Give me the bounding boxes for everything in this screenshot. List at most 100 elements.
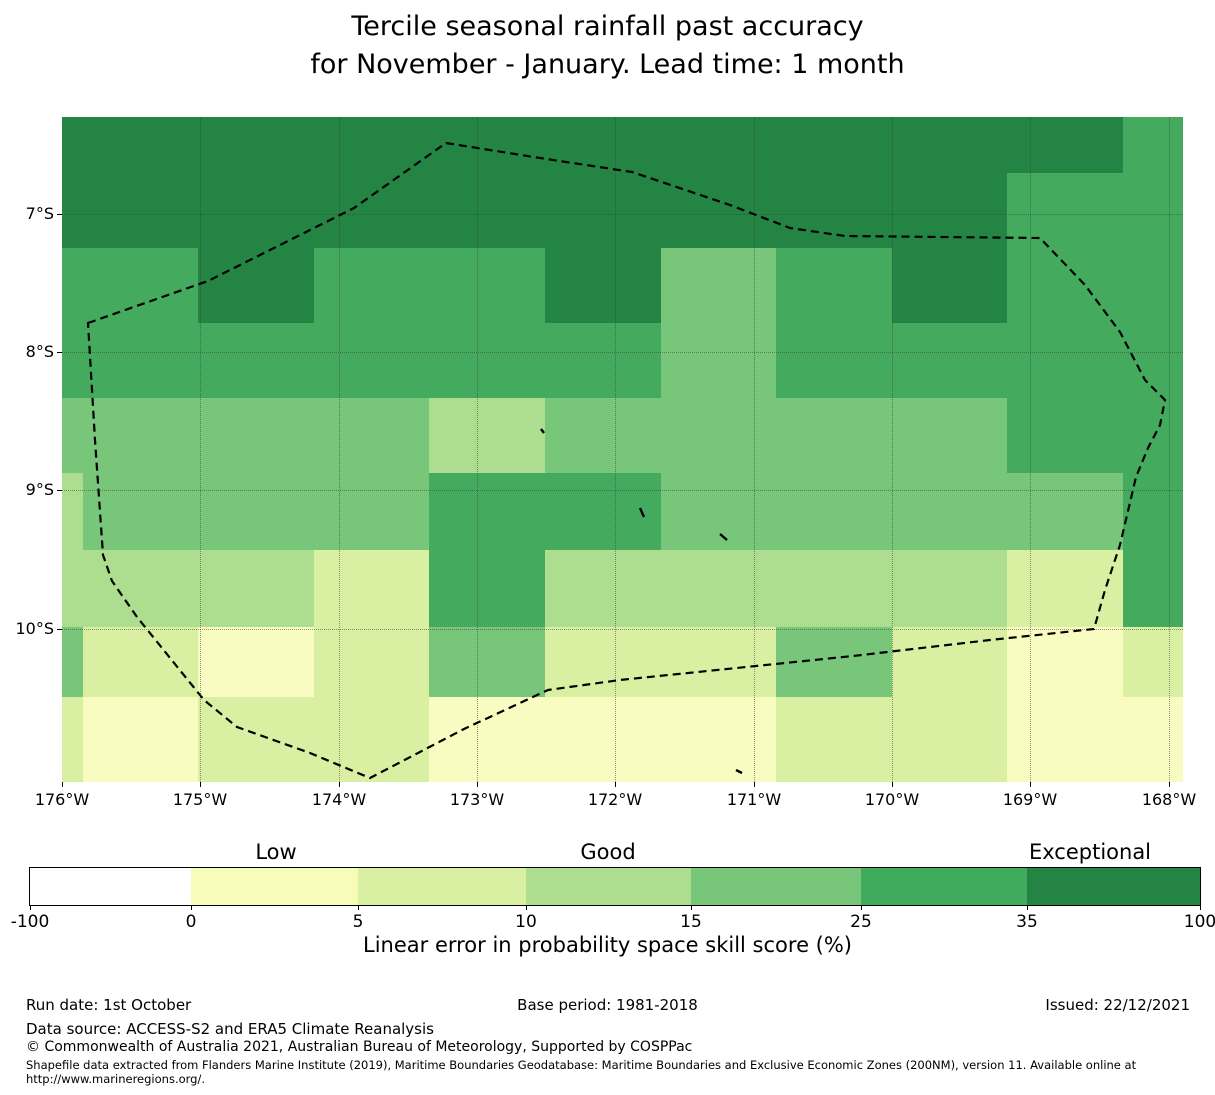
heatmap-cell [1007,473,1123,550]
colorbar-tick-label: 10 [515,912,537,932]
x-tick-mark [892,782,893,787]
y-tick-label: 7°S [25,204,54,223]
y-tick-mark [57,214,62,215]
heatmap-cell [892,323,1007,398]
x-tick-mark [1169,782,1170,787]
heatmap-cell [198,173,314,248]
x-tick-mark [339,782,340,787]
heatmap-cell [83,248,198,323]
y-tick-label: 8°S [25,342,54,361]
heatmap-cell [62,473,83,550]
y-tick-label: 10°S [15,619,54,638]
heatmap-cell [429,117,545,173]
heatmap-cell [1123,398,1183,473]
heatmap-cell [83,398,198,473]
chart-title-line1: Tercile seasonal rainfall past accuracy [351,11,864,42]
colorbar-tick-mark [30,905,31,910]
copyright-label: © Commonwealth of Australia 2021, Austra… [26,1039,693,1055]
latitude-gridline [62,490,1183,491]
heatmap-cell [314,323,429,398]
latitude-gridline [62,352,1183,353]
data-source-label: Data source: ACCESS-S2 and ERA5 Climate … [26,1020,434,1038]
base-period-label: Base period: 1981-2018 [517,996,698,1014]
issued-date-label: Issued: 22/12/2021 [1045,996,1190,1014]
y-tick-mark [57,629,62,630]
colorbar-segments [29,867,1201,906]
heatmap-cell [198,473,314,550]
heatmap-cell [314,627,429,697]
skill-score-map [62,117,1183,782]
colorbar-tick-mark [191,905,192,910]
x-tick-mark [754,782,755,787]
colorbar-tick-mark [526,905,527,910]
heatmap-cell [892,248,1007,323]
x-tick-label: 171°W [726,790,782,809]
colorbar-tick-label: 15 [680,912,702,932]
heatmap-cell [198,627,314,697]
heatmap-cell [545,323,661,398]
colorbar-tick-mark [1200,905,1201,910]
heatmap-cell [776,248,892,323]
heatmap-cell [1007,248,1123,323]
heatmap-cell [198,550,314,627]
heatmap-cell [776,550,892,627]
x-tick-label: 176°W [34,790,90,809]
colorbar-zone-label: Good [580,840,636,864]
colorbar-tick-label: 35 [1016,912,1038,932]
heatmap-cell [198,248,314,323]
longitude-gridline [200,117,201,782]
heatmap-cell [198,117,314,173]
heatmap-cell [83,323,198,398]
longitude-gridline [754,117,755,782]
heatmap-cell [1123,323,1183,398]
chart-title: Tercile seasonal rainfall past accuracy … [0,8,1215,84]
heatmap-cell [429,398,545,473]
colorbar-zone-label: Low [255,840,297,864]
colorbar-zone-label: Exceptional [1028,840,1152,864]
x-tick-label: 175°W [172,790,228,809]
heatmap-cell [198,398,314,473]
heatmap-cell [429,627,545,697]
longitude-gridline [1169,117,1170,782]
longitude-gridline [1030,117,1031,782]
heatmap-cell [776,627,892,697]
heatmap-cell [545,117,661,173]
colorbar-segment [691,868,861,905]
colorbar-segment [30,868,191,905]
latitude-gridline [62,629,1183,630]
heatmap-cell [1123,697,1183,782]
heatmap-cell [1007,550,1123,627]
colorbar-tick-mark [1027,905,1028,910]
heatmap-cell [198,697,314,782]
chart-title-line2: for November - January. Lead time: 1 mon… [310,49,905,80]
colorbar-tick-mark [861,905,862,910]
heatmap-cell [314,473,429,550]
heatmap-cell [661,117,776,173]
heatmap-cell [545,173,661,248]
heatmap-cell [661,627,776,697]
heatmap-cell [429,248,545,323]
heatmap-cell [429,550,545,627]
longitude-gridline [477,117,478,782]
heatmap-cell [1007,323,1123,398]
colorbar-tick-label: 25 [850,912,872,932]
heatmap-cell [776,473,892,550]
x-tick-label: 173°W [449,790,505,809]
heatmap-cell [1123,248,1183,323]
heatmap-cell [314,550,429,627]
heatmap-cell [1007,697,1123,782]
colorbar: Low Good Exceptional -100 0 5 10 15 25 35 100 [11,840,1215,932]
run-date-label: Run date: 1st October [26,996,192,1014]
x-tick-mark [200,782,201,787]
colorbar-segment [526,868,691,905]
heatmap-cell [661,248,776,323]
shapefile-attribution: Shapefile data extracted from Flanders M… [26,1058,1186,1086]
heatmap-cell [83,117,198,173]
heatmap-cell [892,473,1007,550]
heatmap-cell [62,627,83,697]
heatmap-cell [776,697,892,782]
heatmap-cell [62,398,83,473]
heatmap-cell [83,697,198,782]
heatmap-cell [1007,627,1123,697]
